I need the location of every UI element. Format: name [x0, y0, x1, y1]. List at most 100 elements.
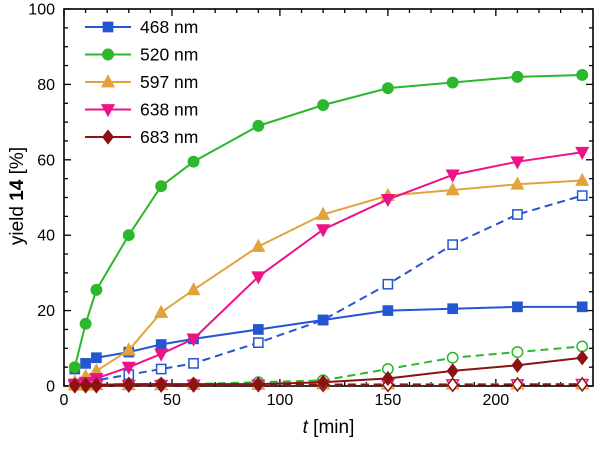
circle-marker	[576, 340, 589, 353]
axis-ticks	[63, 8, 593, 387]
triangle-up-marker	[445, 182, 460, 196]
square-marker	[447, 303, 459, 315]
square-marker	[155, 363, 167, 375]
series-468-nm	[69, 301, 588, 375]
square-marker	[317, 314, 329, 326]
x-tick-label: 150	[375, 392, 402, 409]
series-line	[74, 179, 583, 384]
series-638-nm	[67, 146, 590, 392]
y-tick-label: 20	[37, 303, 55, 320]
circle-marker	[446, 351, 459, 364]
square-marker	[80, 358, 91, 369]
y-axis-label-prefix: yield	[7, 200, 28, 246]
square-marker	[512, 301, 523, 313]
series-line	[74, 194, 583, 386]
circle-marker	[317, 99, 330, 112]
circle-marker	[68, 361, 81, 374]
circle-marker	[446, 76, 459, 89]
circle-marker	[79, 317, 92, 330]
triangle-down-marker	[251, 271, 266, 285]
x-tick-label: 200	[482, 392, 509, 409]
diamond-marker	[446, 377, 459, 393]
legend-label: 638 nm	[140, 100, 198, 120]
x-tick-label: 50	[163, 392, 181, 409]
triangle-up-marker	[186, 282, 201, 296]
square-marker	[576, 190, 588, 201]
triangle-down-marker	[100, 104, 116, 118]
legend-label: 520 nm	[140, 45, 198, 65]
triangle-up-marker	[154, 304, 169, 318]
triangle-down-marker	[445, 169, 460, 183]
diamond-marker	[187, 376, 200, 392]
circle-marker	[511, 346, 524, 359]
square-marker	[252, 324, 264, 335]
legend-label: 597 nm	[140, 72, 198, 92]
circle-marker	[511, 70, 524, 83]
triangle-down-marker	[316, 224, 331, 238]
y-axis-label-text: yield 14 [%]	[7, 36, 29, 356]
triangle-up-marker	[121, 342, 136, 356]
triangle-up-marker	[316, 206, 331, 220]
triangle-down-marker	[575, 146, 590, 161]
triangle-down-marker	[380, 194, 395, 208]
square-marker	[102, 21, 114, 33]
circle-marker	[155, 180, 168, 193]
square-marker	[512, 209, 523, 220]
circle-marker	[381, 82, 394, 95]
diamond-marker	[381, 370, 394, 387]
legend-label: 468 nm	[140, 17, 198, 37]
tick-labels: 0 50 100 150 200 0 20 40 60 80 100	[28, 2, 509, 410]
x-tick-label: 100	[267, 392, 294, 409]
y-tick-label: 80	[37, 77, 55, 94]
diamond-marker	[90, 377, 103, 393]
series-520-nm	[68, 69, 589, 374]
diamond-marker	[252, 376, 265, 392]
square-marker	[91, 352, 102, 364]
square-marker	[576, 301, 588, 313]
triangle-up-marker	[510, 176, 525, 190]
diamond-marker	[446, 363, 459, 379]
square-marker	[252, 337, 264, 348]
triangle-down-marker	[121, 361, 136, 375]
square-marker	[382, 278, 394, 290]
y-tick-label: 60	[37, 152, 55, 169]
square-marker	[447, 239, 459, 250]
diamond-marker	[79, 377, 92, 393]
legend-label: 683 nm	[140, 127, 198, 147]
diamond-marker	[68, 377, 81, 393]
triangle-up-marker	[575, 172, 590, 186]
square-marker	[188, 358, 199, 369]
triangle-up-marker	[251, 238, 266, 252]
diamond-marker	[122, 376, 135, 392]
diamond-marker	[102, 129, 114, 145]
x-axis-label-rest: [min]	[307, 417, 355, 438]
triangle-down-marker	[510, 156, 525, 170]
x-axis-label: t [min]	[64, 417, 593, 439]
circle-marker	[102, 48, 114, 61]
diamond-marker	[511, 357, 524, 373]
circle-marker	[576, 69, 589, 81]
circle-marker	[122, 229, 135, 242]
diamond-marker	[317, 374, 330, 390]
diamond-marker	[576, 376, 589, 393]
circle-marker	[90, 283, 103, 296]
triangle-down-marker	[186, 333, 201, 347]
x-tick-label: 0	[60, 392, 69, 409]
y-axis-label-bold: 14	[7, 179, 28, 201]
x-axis-label-italic: t	[302, 417, 308, 438]
diamond-marker	[576, 350, 589, 366]
square-marker	[382, 305, 394, 316]
y-tick-label: 100	[28, 2, 55, 19]
circle-marker	[252, 119, 265, 132]
square-marker	[155, 339, 167, 350]
series-line	[74, 356, 583, 387]
legend: 468 nm 520 nm 597 nm 638 nm 683 nm	[85, 17, 198, 147]
y-tick-label: 40	[37, 228, 55, 245]
triangle-down-marker	[154, 348, 169, 362]
y-tick-label: 0	[46, 379, 55, 396]
plot-frame	[63, 8, 594, 387]
diamond-marker	[155, 376, 168, 392]
y-axis-label-suffix: [%]	[7, 146, 28, 180]
